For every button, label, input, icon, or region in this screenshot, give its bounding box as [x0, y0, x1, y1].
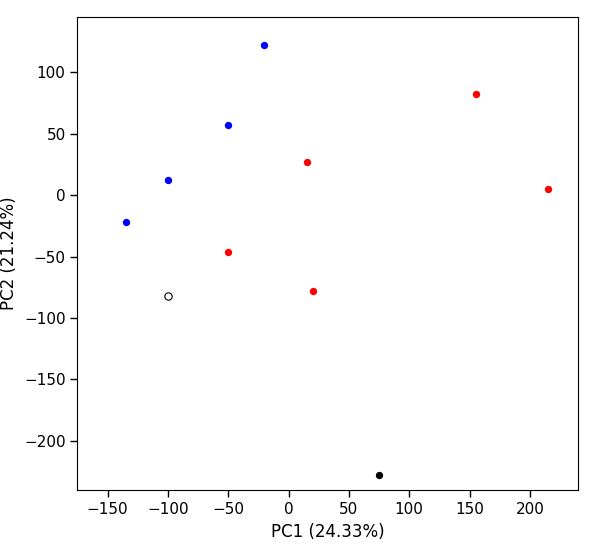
Point	[471, 90, 480, 99]
Point	[224, 247, 233, 256]
Y-axis label: PC2 (21.24%): PC2 (21.24%)	[1, 197, 18, 310]
Point	[260, 41, 269, 50]
Point	[163, 176, 173, 185]
Point	[302, 158, 312, 167]
Point	[374, 471, 384, 480]
Point	[163, 291, 173, 300]
X-axis label: PC1 (24.33%): PC1 (24.33%)	[271, 522, 384, 540]
Point	[308, 286, 318, 295]
Point	[121, 218, 131, 227]
Point	[543, 184, 552, 193]
Point	[224, 120, 233, 129]
